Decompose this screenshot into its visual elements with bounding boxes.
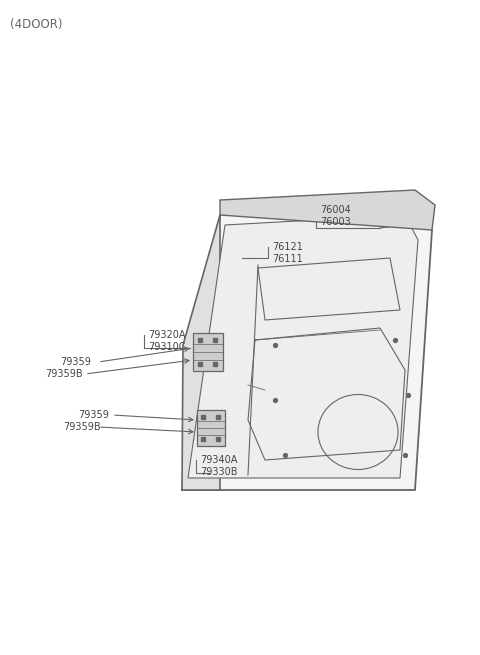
Bar	[193, 333, 223, 371]
Polygon shape	[182, 205, 432, 490]
Text: 76111: 76111	[272, 254, 303, 264]
Text: 79340A: 79340A	[200, 455, 238, 465]
Text: 79330B: 79330B	[200, 467, 238, 477]
Text: 79359: 79359	[78, 410, 109, 420]
Text: 76003: 76003	[320, 217, 351, 227]
Text: 79320A: 79320A	[148, 330, 185, 340]
Polygon shape	[188, 215, 418, 478]
Text: 79359B: 79359B	[45, 369, 83, 379]
Text: 76004: 76004	[320, 205, 351, 215]
Text: 79359: 79359	[60, 357, 91, 367]
Polygon shape	[182, 215, 220, 490]
Text: 79310C: 79310C	[148, 342, 185, 352]
Text: 76121: 76121	[272, 242, 303, 252]
Text: (4DOOR): (4DOOR)	[10, 18, 62, 31]
Text: 79359B: 79359B	[63, 422, 101, 432]
Bar	[197, 410, 225, 446]
Polygon shape	[220, 190, 435, 230]
